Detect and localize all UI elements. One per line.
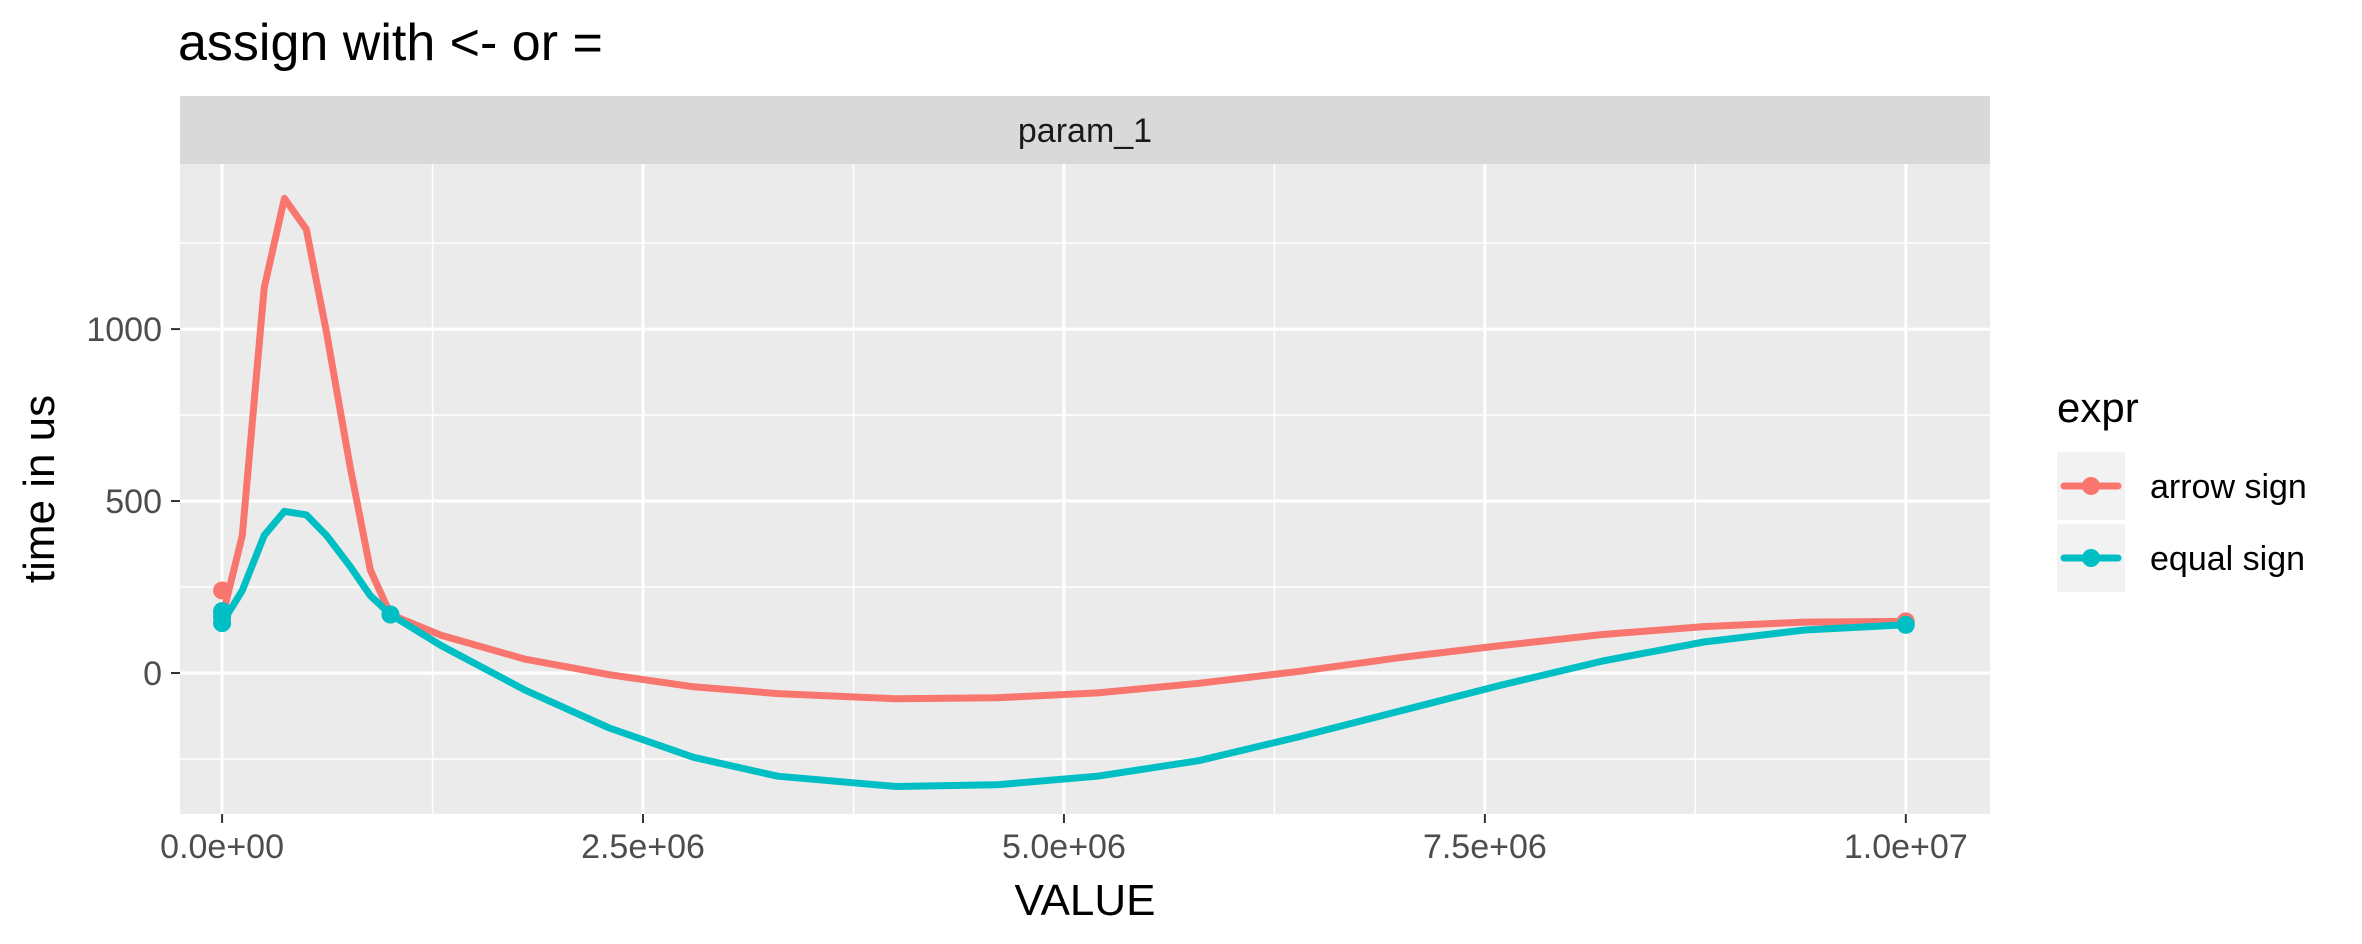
x-axis-title: VALUE	[1014, 876, 1155, 925]
series-point-equal-sign	[1896, 615, 1915, 634]
facet-strip-label: param_1	[1018, 112, 1152, 150]
x-axis: 0.0e+00 2.5e+06 5.0e+06 7.5e+06 1.0e+07	[160, 814, 1968, 866]
x-tick-label: 2.5e+06	[581, 828, 705, 866]
x-tick-label: 0.0e+00	[160, 828, 284, 866]
y-axis: 0 500 1000	[86, 311, 180, 693]
series-points	[213, 581, 1915, 634]
minor-gridlines	[180, 164, 1990, 814]
legend-label-equal-sign: equal sign	[2150, 540, 2305, 578]
y-tick-label: 1000	[86, 311, 162, 349]
legend: expr arrow sign equal sign	[2057, 384, 2307, 592]
series-line-arrow-sign	[218, 194, 1910, 703]
x-tick-label: 5.0e+06	[1002, 828, 1126, 866]
x-tick-label: 1.0e+07	[1844, 828, 1968, 866]
plot-panel	[180, 164, 1990, 814]
legend-label-arrow-sign: arrow sign	[2150, 468, 2307, 506]
y-tick-label: 0	[143, 655, 162, 693]
major-gridlines	[180, 164, 1990, 814]
y-tick-label: 500	[105, 483, 162, 521]
y-axis-title: time in us	[15, 395, 64, 583]
legend-title: expr	[2057, 384, 2139, 431]
legend-key-point-arrow-sign	[2082, 477, 2100, 495]
series-point-equal-sign	[213, 602, 232, 621]
series-point-equal-sign	[381, 605, 400, 624]
series-point-arrow-sign	[213, 581, 232, 600]
facet-strip	[180, 96, 1990, 164]
series-line-equal-sign	[218, 507, 1910, 790]
x-tick-label: 7.5e+06	[1423, 828, 1547, 866]
series-lines	[218, 194, 1910, 790]
legend-key-point-equal-sign	[2082, 549, 2100, 567]
chart-title: assign with <- or =	[178, 14, 603, 72]
